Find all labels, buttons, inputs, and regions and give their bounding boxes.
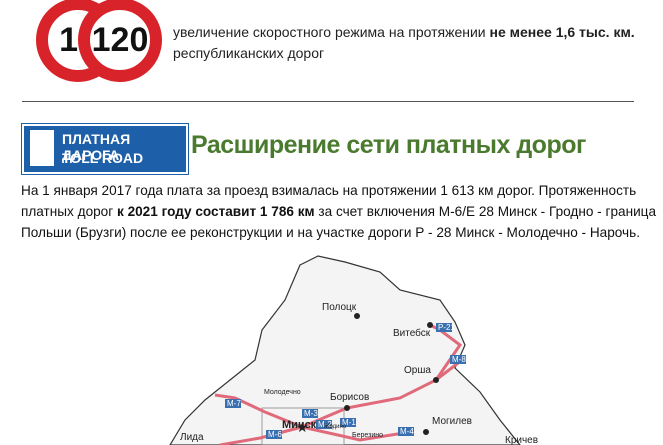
road-label: М-2 <box>318 420 332 429</box>
toll-sign: ПЛАТНАЯ ДАРОГА TOLL ROAD <box>21 123 189 175</box>
city-label: Кричев <box>505 435 538 445</box>
roads <box>214 323 463 445</box>
text: увеличение скоростного режима на протяже… <box>173 24 490 40</box>
divider <box>22 101 634 102</box>
road <box>301 425 411 442</box>
city-label: Лида <box>180 432 204 443</box>
road-label: М-1 <box>342 418 356 427</box>
country-border <box>169 255 521 445</box>
paragraph: На 1 января 2017 года плата за проезд вз… <box>21 180 661 243</box>
star: ★ <box>296 419 309 435</box>
bold-text: к 2021 году составит 1 786 км <box>116 204 315 219</box>
text: за счет включения М-6/Е 28 Минск - Гродн… <box>21 204 657 240</box>
city-label: Могилев <box>432 416 472 427</box>
text: На 1 января 2017 года плата за проезд вз… <box>21 183 637 219</box>
city-label: Борисов <box>330 392 369 403</box>
road-label: М-7 <box>227 399 241 408</box>
road-label: М-8 <box>452 355 466 364</box>
toll-icon <box>30 130 54 166</box>
city-label: Березино <box>352 432 383 439</box>
road-labels: Р-21 М-8 М-7 М-3 М-2 М-1 М-6 М-4 <box>225 323 466 439</box>
city-label: Орша <box>404 365 431 376</box>
heading: Расширение сети платных дорог <box>191 131 586 159</box>
city-label: Жодино <box>324 424 347 430</box>
toll-line1: ПЛАТНАЯ ДАРОГА <box>62 131 131 163</box>
city-label: Минск <box>282 419 317 431</box>
road <box>301 358 463 429</box>
road <box>429 323 463 381</box>
speed-text: увеличение скоростного режима на протяже… <box>173 22 653 64</box>
cities: Полоцк Витебск Орша Борисов Молодечно ★ … <box>180 302 538 445</box>
text: республиканских дорог <box>173 45 325 61</box>
road-label: М-3 <box>304 409 318 418</box>
city-label: Молодечно <box>264 389 301 396</box>
city-label: Витебск <box>393 327 431 339</box>
bold-text: не менее 1,6 тыс. км. <box>489 24 635 40</box>
city-label: Полоцк <box>322 302 357 313</box>
road-label: Р-21 <box>438 323 455 332</box>
toll-line2: TOLL ROAD <box>62 150 144 166</box>
road <box>214 393 303 429</box>
road-label: М-6 <box>268 430 282 439</box>
road-label: М-4 <box>400 427 414 436</box>
road <box>219 425 303 445</box>
